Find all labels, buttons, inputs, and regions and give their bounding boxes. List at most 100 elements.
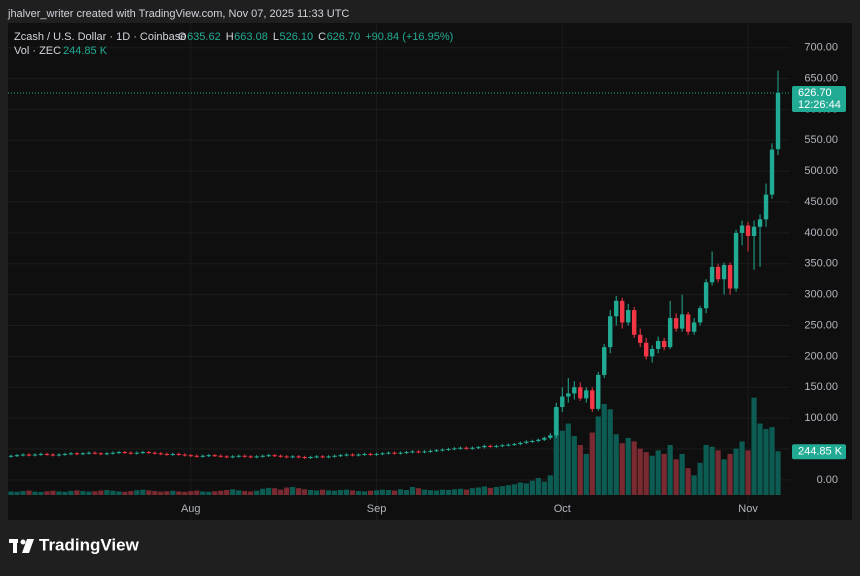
volume-bar [409, 486, 416, 495]
candle-body [290, 456, 295, 458]
volume-bar [26, 490, 32, 495]
candle-body [751, 226, 757, 236]
volume-bar [757, 423, 763, 495]
volume-bar [439, 489, 446, 495]
legend-value: 626.70 [327, 31, 361, 43]
candle-body [302, 457, 307, 459]
volume-bar [685, 468, 691, 495]
candle-body [721, 265, 727, 280]
volume-bar [469, 488, 476, 495]
volume-bar [8, 491, 14, 495]
logo: TradingView [9, 535, 140, 554]
candle-body [530, 440, 535, 442]
volume-bar [260, 488, 266, 495]
volume-bar [188, 491, 194, 495]
volume-bar [20, 491, 26, 495]
last-price-label: 626.70 [798, 87, 832, 99]
candle-body [152, 452, 158, 454]
y-tick-label: 150.00 [804, 381, 838, 393]
candle-body [446, 449, 451, 450]
volume-label: 244.85 K [798, 446, 843, 458]
volume-bar [709, 446, 715, 495]
legend-value: 663.08 [234, 31, 268, 43]
volume-bar [314, 490, 320, 495]
candle-body [230, 456, 235, 458]
x-tick-label: Aug [181, 503, 201, 515]
volume-bar [128, 491, 134, 495]
volume-bar [134, 490, 140, 495]
candle-body [284, 456, 289, 458]
candle-body [410, 451, 415, 453]
volume-value: 244.85 K [63, 45, 108, 57]
volume-bar [631, 441, 637, 495]
candle-body [685, 314, 691, 332]
volume-bar [86, 491, 92, 495]
candle-body [643, 342, 649, 357]
volume-bar [32, 491, 38, 495]
candle-body [86, 452, 92, 454]
legend-value: 526.10 [279, 31, 313, 43]
volume-bar [355, 491, 362, 495]
legend-key: H [226, 31, 234, 43]
volume-bar [445, 490, 452, 495]
volume-bar [164, 491, 170, 495]
volume-bar [541, 481, 547, 495]
volume-bar [745, 450, 751, 495]
candle-body [470, 447, 475, 449]
volume-bar [248, 491, 254, 495]
candle-body [512, 444, 517, 446]
candle-body [98, 453, 104, 455]
candle-body [542, 437, 547, 440]
logo-icon [13, 539, 17, 553]
volume-title: Vol · ZEC [14, 45, 61, 57]
volume-bar [116, 491, 122, 495]
volume-bar [122, 491, 128, 495]
volume-bar [68, 490, 74, 495]
volume-bar [493, 486, 499, 495]
volume-bar [212, 491, 218, 495]
y-tick-label: 500.00 [804, 165, 838, 177]
volume-bar [481, 486, 487, 495]
candle-body [458, 447, 463, 449]
volume-bar [200, 491, 206, 495]
volume-bar [224, 490, 230, 495]
candle-body [476, 447, 481, 449]
candle-body [56, 454, 62, 456]
volume-bar [475, 487, 481, 495]
candle-body [769, 149, 775, 195]
candle-body [104, 453, 110, 455]
volume-bar [415, 488, 422, 495]
volume-bar [619, 443, 625, 495]
volume-bar [158, 491, 164, 495]
volume-bar [463, 489, 470, 495]
candle-body [757, 219, 763, 227]
candle-body [727, 265, 733, 289]
candle-body [260, 455, 265, 457]
candle-body [338, 455, 343, 457]
candle-body [506, 444, 511, 446]
volume-bar [583, 453, 589, 495]
candle-body [518, 442, 523, 445]
candle-body [661, 340, 667, 348]
candle-body [26, 454, 32, 456]
volume-bar [176, 491, 182, 495]
chart-title: Zcash / U.S. Dollar · 1D · Coinbase [14, 31, 186, 43]
volume-bar [254, 490, 260, 495]
candle-body [626, 310, 631, 323]
candle-body [596, 374, 601, 409]
candle-body [428, 450, 433, 452]
candle-body [602, 347, 607, 375]
candle-body [715, 266, 721, 280]
candle-body [380, 453, 385, 455]
volume-bar [266, 487, 272, 495]
candle-body [14, 455, 20, 457]
candle-body [434, 450, 439, 452]
candle-body [560, 396, 565, 408]
candle-body [709, 266, 715, 283]
volume-bar [601, 403, 607, 495]
y-tick-label: 550.00 [804, 134, 838, 146]
candle-body [68, 453, 74, 455]
grid [8, 23, 790, 520]
volume-bar [74, 490, 80, 495]
volume-bar [511, 484, 517, 495]
